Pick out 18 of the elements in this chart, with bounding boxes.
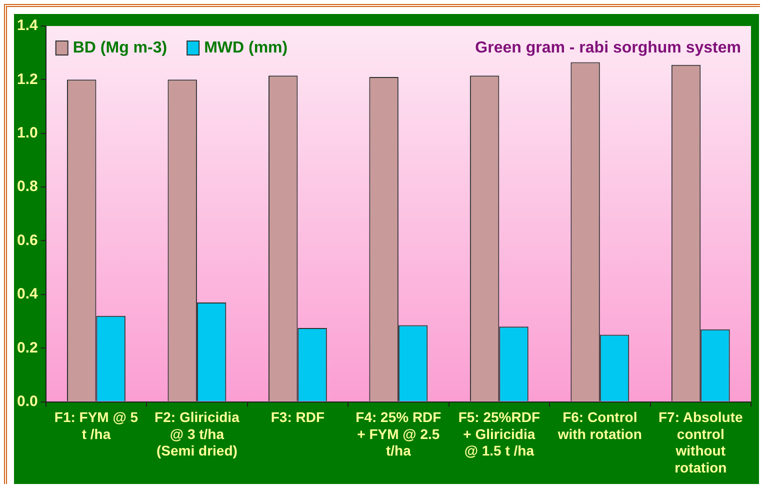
x-tick-label: F2: Gliricidia @ 3 t/ha (Semi dried) — [154, 409, 240, 459]
x-tick-label: F6: Control with rotation — [556, 409, 642, 442]
x-tick-label: F5: 25%RDF + Gliricidia @ 1.5 t /ha — [458, 409, 540, 459]
x-tick-label: F3: RDF — [270, 409, 325, 426]
y-tick-label: 0.6 — [16, 232, 38, 249]
y-tick-label: 0.8 — [16, 178, 38, 196]
y-tick-label: 1.2 — [16, 70, 38, 88]
y-tick-label: 0.4 — [16, 286, 38, 303]
y-tick-label: 0.0 — [16, 392, 38, 410]
y-tick-label: 0.2 — [16, 339, 38, 356]
x-tick-label: F1: FYM @ 5 t /ha — [54, 409, 138, 442]
legend-label: BD (Mg m-3) — [72, 39, 168, 56]
y-tick-label: 1.4 — [16, 17, 38, 34]
x-tick-label: F4: 25% RDF + FYM @ 2.5 t/ha — [356, 409, 442, 459]
legend-label: MWD (mm) — [204, 39, 288, 56]
y-tick-label: 1.0 — [16, 124, 38, 142]
text: Green gram - rabi sorghum system — [475, 39, 741, 56]
x-tick-label: F7: Absolute control without rotation — [658, 409, 743, 476]
